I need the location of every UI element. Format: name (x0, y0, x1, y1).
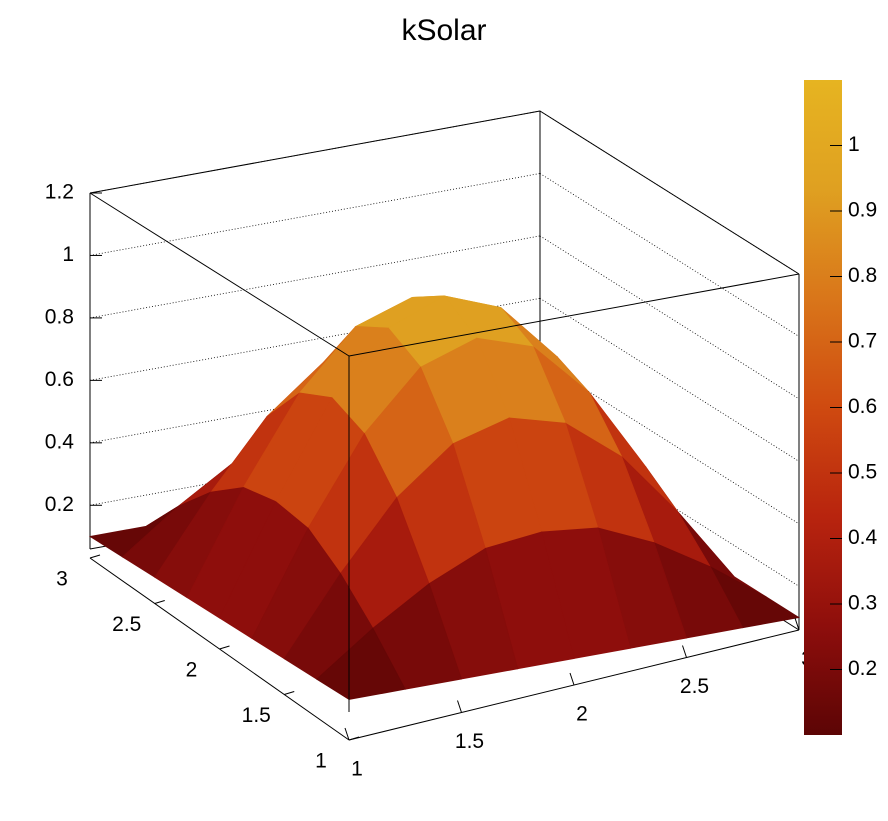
box-edge (89, 192, 350, 357)
x-tick (344, 727, 350, 741)
y-tick (89, 554, 101, 559)
grid-line (89, 110, 541, 194)
colorbar-tick-label: 0.7 (848, 330, 877, 353)
surface (88, 295, 801, 700)
x-tick (794, 617, 800, 631)
x-tick-label: 2.5 (680, 675, 709, 698)
grid-line (539, 110, 800, 275)
y-tick-label: 1.5 (242, 704, 271, 727)
y-tick (154, 600, 165, 604)
colorbar-tick-label: 0.5 (848, 461, 877, 484)
surface-cell (315, 627, 406, 700)
colorbar-tick-label: 0.3 (848, 592, 877, 615)
x-tick (457, 700, 462, 713)
grid-line (539, 298, 800, 462)
x-tick-label: 2 (576, 703, 588, 726)
box-edge (348, 273, 800, 357)
colorbar-tick-label: 1 (848, 133, 860, 156)
grid-line (89, 235, 541, 319)
colorbar-tick-label: 0.2 (848, 657, 877, 680)
z-tick-label: 0.8 (45, 305, 74, 328)
grid-line (539, 235, 800, 400)
grid-line (539, 173, 800, 337)
z-tick-label: 0.2 (45, 493, 74, 516)
colorbar-tick-label: 0.6 (848, 395, 877, 418)
z-tick-label: 1.2 (45, 181, 74, 204)
x-tick-label: 1 (351, 758, 363, 781)
x-tick-label: 1.5 (455, 730, 484, 753)
x-tick (682, 645, 687, 658)
y-tick (284, 691, 295, 695)
z-tick-label: 0.6 (45, 368, 74, 391)
colorbar-tick-label: 0.8 (848, 264, 877, 287)
x-tick (569, 672, 575, 686)
grid-line (89, 173, 541, 256)
colorbar-tick-label: 0.4 (848, 526, 878, 549)
y-tick-label: 2 (186, 659, 198, 682)
y-tick-label: 2.5 (112, 613, 141, 636)
colorbar-tick-label: 0.9 (848, 199, 877, 222)
y-tick-label: 3 (56, 568, 68, 591)
y-tick (348, 736, 360, 741)
z-tick-label: 0.4 (45, 430, 75, 453)
y-tick-label: 1 (315, 750, 327, 773)
z-tick-label: 1 (62, 243, 74, 266)
chart-title: kSolar (401, 14, 486, 47)
y-tick (219, 645, 230, 650)
